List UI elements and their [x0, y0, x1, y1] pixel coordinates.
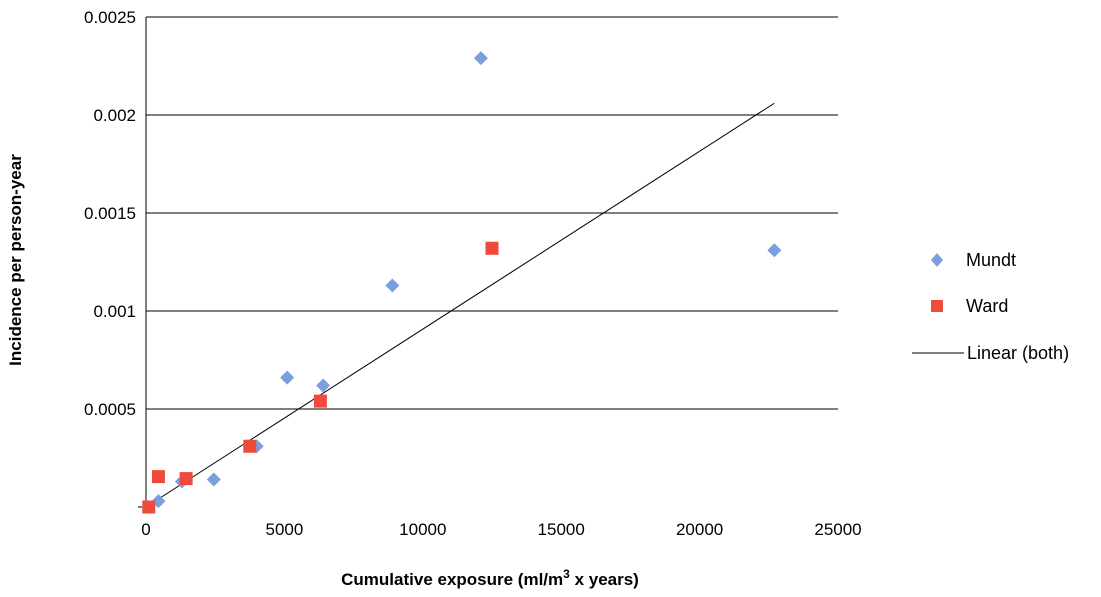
point-ward-1: [151, 470, 165, 484]
x-tick-label-2: 10000: [399, 520, 446, 539]
x-axis-title: Cumulative exposure (ml/m3 x years): [341, 567, 639, 589]
legend-label-trendline: Linear (both): [967, 343, 1069, 363]
legend-label-mundt: Mundt: [966, 250, 1016, 270]
x-tick-label-4: 20000: [676, 520, 723, 539]
gridlines: [146, 16, 838, 410]
point-ward-4: [313, 394, 327, 408]
point-ward-5: [485, 241, 499, 255]
point-mundt-3: [206, 472, 221, 487]
x-tick-labels: 0 5000 10000 15000 20000 25000: [141, 520, 861, 539]
y-tick-label-0: 0.0005: [84, 400, 136, 419]
x-axis-title-superscript: 3: [563, 567, 570, 581]
x-axis-title-tail: x years): [570, 570, 639, 589]
point-ward-3: [243, 439, 257, 453]
point-mundt-8: [473, 51, 488, 66]
x-tick-label-3: 15000: [538, 520, 585, 539]
y-tick-label-2: 0.0015: [84, 204, 136, 223]
y-tick-label-3: 0.002: [93, 106, 136, 125]
trendline-group: [145, 102, 775, 508]
x-tick-label-1: 5000: [265, 520, 303, 539]
point-mundt-9: [767, 243, 782, 258]
y-axis-title: Incidence per person-year: [6, 154, 25, 366]
point-ward-0: [142, 500, 156, 514]
trendline: [145, 102, 775, 508]
x-tick-label-5: 25000: [814, 520, 861, 539]
data-points: [141, 51, 782, 514]
point-mundt-6: [316, 378, 331, 393]
point-ward-2: [179, 472, 193, 486]
y-tick-labels: 0.0005 0.001 0.0015 0.002 0.0025: [84, 8, 136, 419]
legend-label-ward: Ward: [966, 296, 1008, 316]
point-mundt-7: [385, 278, 400, 293]
legend: Mundt Ward Linear (both): [912, 250, 1069, 363]
y-tick-label-4: 0.0025: [84, 8, 136, 27]
y-tick-label-1: 0.001: [93, 302, 136, 321]
axes: [138, 17, 147, 508]
legend-marker-ward: [931, 300, 943, 312]
point-mundt-5: [280, 370, 295, 385]
x-tick-label-0: 0: [141, 520, 150, 539]
legend-marker-mundt: [931, 253, 943, 267]
x-axis-title-main: Cumulative exposure (ml/m: [341, 570, 563, 589]
